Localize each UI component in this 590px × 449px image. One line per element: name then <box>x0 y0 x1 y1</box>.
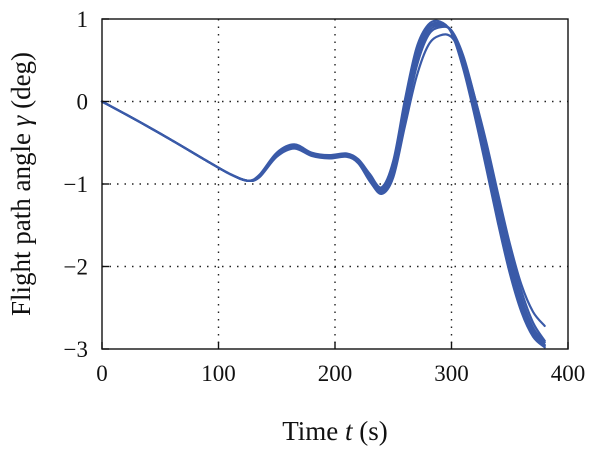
x-axis-title-variable: t <box>345 416 354 446</box>
y-axis-title-prefix: Flight path angle <box>6 126 36 316</box>
y-tick-label: 1 <box>77 7 89 32</box>
y-tick-label: −1 <box>64 172 88 197</box>
x-axis-title: Time t (s) <box>282 416 388 446</box>
x-tick-label: 0 <box>96 361 108 386</box>
y-tick-label: −3 <box>64 337 88 362</box>
x-tick-label: 200 <box>318 361 353 386</box>
y-tick-label: 0 <box>77 90 89 115</box>
series-line <box>100 24 546 344</box>
x-tick-label: 100 <box>201 361 236 386</box>
y-axis-title-suffix: (deg) <box>6 52 36 116</box>
grid <box>102 19 568 349</box>
series-group <box>100 19 546 349</box>
y-tick-labels: 1 0 −1 −2 −3 <box>64 7 88 362</box>
x-tick-label: 300 <box>434 361 469 386</box>
plot-frame <box>101 18 569 350</box>
y-axis-title-variable: γ <box>6 114 36 126</box>
series-line <box>100 33 546 327</box>
x-axis-title-suffix: (s) <box>353 416 388 446</box>
y-axis-title: Flight path angle γ (deg) <box>6 52 36 316</box>
x-tick-labels: 0 100 200 300 400 <box>96 361 585 386</box>
y-tick-label: −2 <box>64 255 88 280</box>
x-axis-title-prefix: Time <box>282 416 345 446</box>
x-tick-label: 400 <box>551 361 586 386</box>
